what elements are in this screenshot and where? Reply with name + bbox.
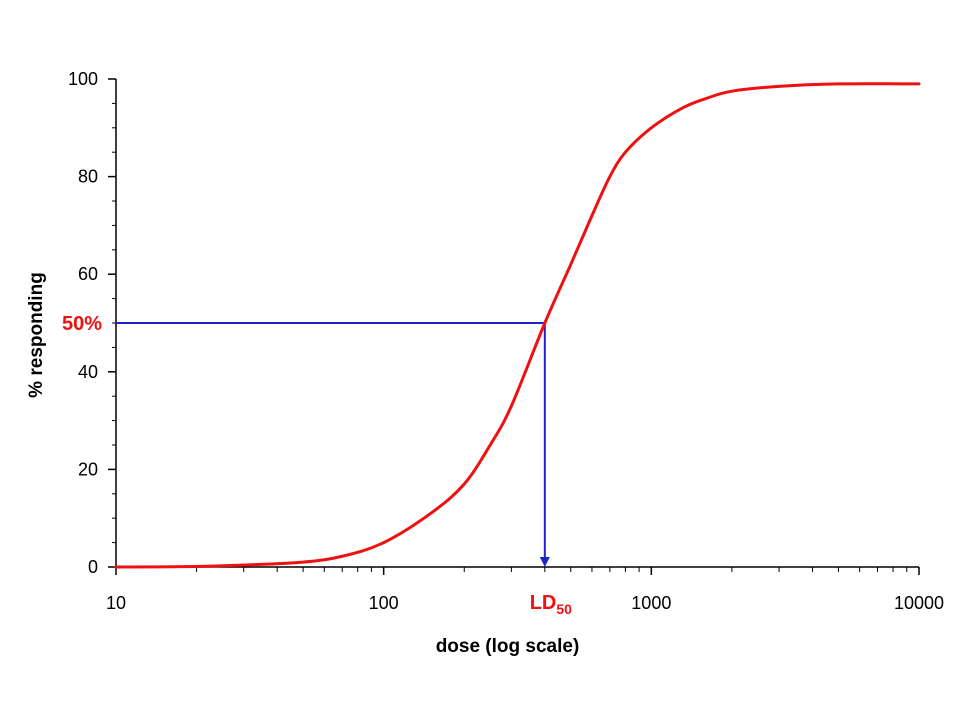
y-tick-label: 80 [78,167,98,187]
x-tick-label: 10000 [894,593,944,613]
y-tick-label: 40 [78,362,98,382]
x-tick-label: 1000 [631,593,671,613]
x-tick-label: 100 [369,593,399,613]
y-tick-label: 0 [88,557,98,577]
ld50-arrowhead [539,557,550,567]
ld50-x-label-subscript: 50 [556,601,572,617]
ld50-guides [116,322,550,567]
labels-layer: dose (log scale) % responding 50% LD50 [26,272,579,657]
y-tick-label: 60 [78,264,98,284]
response-curve [114,82,921,569]
series-layer [114,82,921,569]
ld50-y-label: 50% [62,313,102,335]
x-ticks: 10 100 1000 10000 [106,567,944,613]
x-axis-title: dose (log scale) [436,636,580,657]
ld50-x-label: LD50 [530,592,572,617]
ld50-x-label-main: LD [530,592,557,614]
y-tick-label: 100 [68,69,98,89]
x-tick-label: 10 [106,593,126,613]
y-ticks: 0 20 40 60 80 100 [68,69,116,577]
y-tick-label: 20 [78,459,98,479]
y-axis-title: % responding [26,272,47,398]
